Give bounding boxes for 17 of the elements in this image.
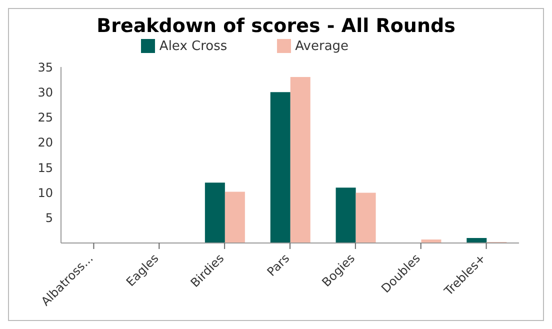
bar <box>270 92 290 243</box>
legend-label: Average <box>295 39 349 54</box>
bar <box>290 77 310 243</box>
bar <box>466 238 487 243</box>
bar <box>224 192 245 243</box>
y-tick-label: 20 <box>38 136 53 150</box>
chart-title: Breakdown of scores - All Rounds <box>96 15 456 39</box>
y-tick-label: 25 <box>38 110 53 125</box>
y-tick-label: 15 <box>38 160 53 175</box>
y-tick-label: 30 <box>38 85 53 100</box>
y-tick-label: 10 <box>38 186 53 200</box>
y-tick-label: 5 <box>45 211 53 226</box>
bar <box>356 192 376 243</box>
bar <box>204 182 225 243</box>
bar <box>336 188 356 243</box>
y-tick-label: 35 <box>38 60 53 74</box>
legend-label: Alex Cross <box>159 39 228 54</box>
